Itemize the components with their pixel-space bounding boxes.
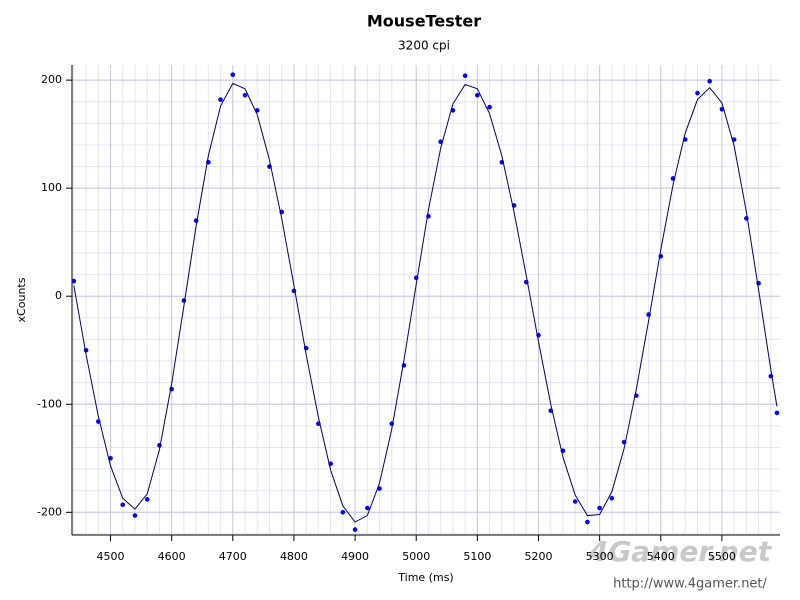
x-tick-label: 5100 <box>463 550 491 563</box>
y-tick-label: 0 <box>55 289 62 302</box>
x-tick-label: 5000 <box>402 550 430 563</box>
chart-title: MouseTester <box>367 12 481 31</box>
x-tick-label: 5200 <box>524 550 552 563</box>
data-point <box>572 499 578 504</box>
x-tick-label: 4900 <box>341 550 369 563</box>
data-point <box>181 298 187 303</box>
x-axis-label: Time (ms) <box>397 571 453 584</box>
x-tick-label: 4700 <box>219 550 247 563</box>
data-point <box>71 278 77 284</box>
x-tick-label: 5300 <box>586 550 614 563</box>
data-point <box>352 527 358 532</box>
x-tick-label: 4600 <box>158 550 186 563</box>
y-tick-label: -100 <box>37 397 62 410</box>
data-point <box>132 513 138 518</box>
data-point <box>120 502 126 508</box>
data-point <box>340 510 346 515</box>
data-point <box>144 497 150 502</box>
data-point <box>242 92 248 98</box>
data-point <box>365 505 370 511</box>
y-tick-label: 200 <box>41 73 62 86</box>
x-tick-label: 4500 <box>97 550 125 563</box>
y-axis-label: xCounts <box>15 277 28 322</box>
chart-subtitle: 3200 cpi <box>398 39 450 53</box>
watermark-url: http://www.4gamer.net/ <box>613 577 767 592</box>
watermark-logo: 4Gamer.net <box>588 535 773 568</box>
x-tick-label: 4800 <box>280 550 308 563</box>
data-point <box>597 505 602 511</box>
data-point <box>230 72 236 78</box>
data-point <box>487 104 492 110</box>
data-point <box>585 519 590 525</box>
data-point <box>462 73 468 79</box>
data-point <box>774 410 780 416</box>
data-point <box>695 90 700 96</box>
fit-line <box>73 82 778 523</box>
x-tick-label: 5500 <box>708 550 736 563</box>
data-point <box>609 495 615 501</box>
data-point <box>218 97 223 102</box>
x-tick-label: 5400 <box>647 550 675 563</box>
data-point <box>707 78 712 84</box>
data-point <box>475 92 480 98</box>
y-tick-label: 100 <box>41 181 62 194</box>
y-tick-label: -200 <box>37 505 62 518</box>
